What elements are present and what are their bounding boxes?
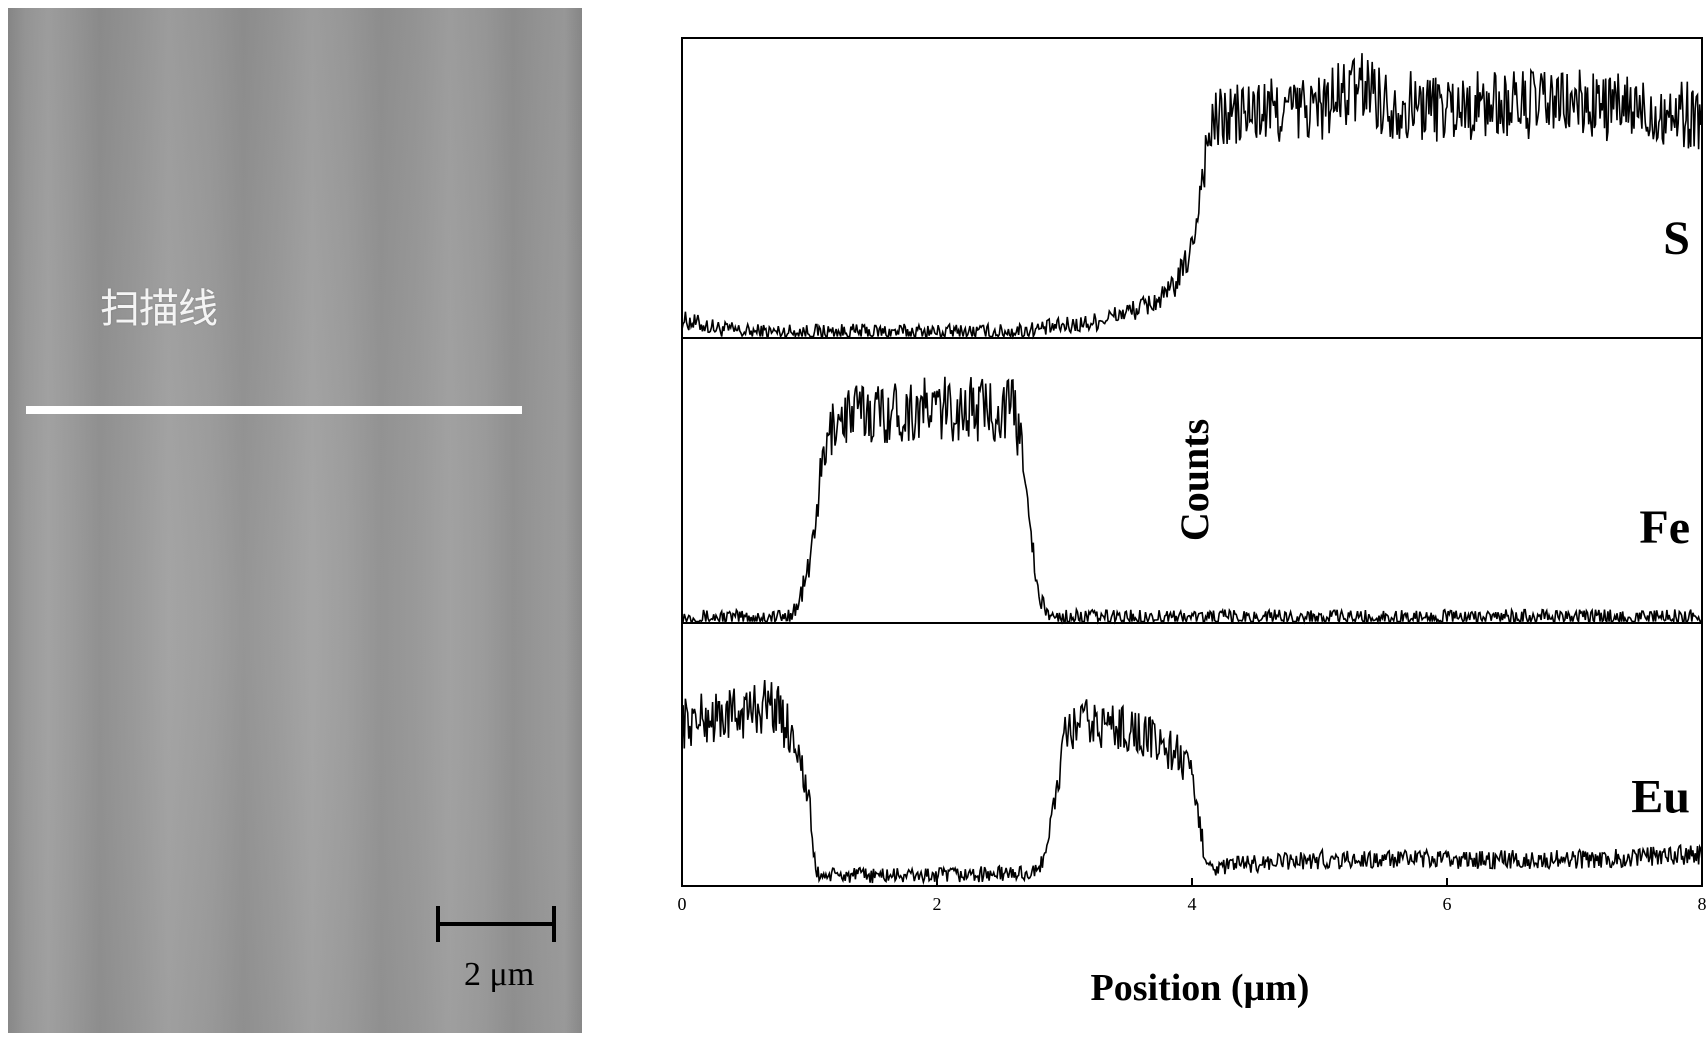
- panel-frame-eu: [681, 622, 1703, 887]
- series-label-fe: Fe: [1639, 501, 1690, 554]
- sem-micrograph: 扫描线 2 μm: [8, 8, 582, 1033]
- x-tick-label: 4: [1188, 894, 1197, 914]
- series-label-eu: Eu: [1631, 770, 1690, 823]
- scale-bar-label: 2 μm: [464, 956, 535, 993]
- series-line-fe: [682, 376, 1703, 625]
- y-axis-label: Counts: [1172, 419, 1217, 541]
- x-tick-label: 2: [933, 894, 942, 914]
- series-label-s: S: [1663, 212, 1690, 265]
- scan-line-label: 扫描线: [100, 286, 218, 332]
- sem-texture: [8, 8, 582, 1033]
- x-tick-label: 6: [1443, 894, 1452, 914]
- panel-frame-s: [681, 37, 1703, 339]
- line-scan-chart: S Fe Eu 0 2 4 6 8 Position (μm) Counts: [678, 37, 1707, 1009]
- scale-bar: [436, 906, 556, 946]
- x-axis-label: Position (μm): [1091, 967, 1310, 1009]
- scan-line: [26, 406, 522, 414]
- series-line-s: [681, 53, 1703, 340]
- x-tick-label: 8: [1698, 894, 1707, 914]
- x-tick-label: 0: [678, 894, 687, 914]
- series-line-eu: [681, 680, 1703, 886]
